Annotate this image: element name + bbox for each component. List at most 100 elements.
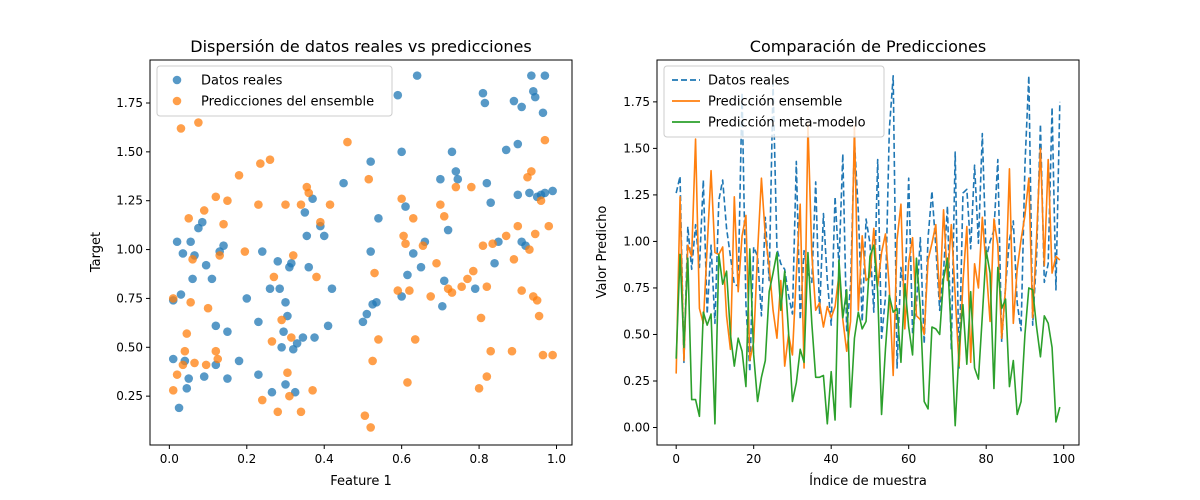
scatter-point xyxy=(447,288,457,297)
scatter-point xyxy=(536,196,546,206)
scatter-point xyxy=(374,335,383,344)
scatter-point xyxy=(296,200,306,209)
scatter-point xyxy=(416,262,426,272)
scatter-point xyxy=(534,311,544,321)
scatter-point xyxy=(254,370,263,379)
scatter-point xyxy=(223,196,232,206)
scatter-point xyxy=(468,266,478,276)
scatter-point xyxy=(401,239,410,249)
legend: Datos reales Predicciones del ensemble xyxy=(156,65,393,117)
scatter-point xyxy=(457,282,466,292)
y-tick-label: 1.25 xyxy=(623,188,650,202)
scatter-point xyxy=(203,303,213,313)
scatter-point xyxy=(219,219,228,229)
scatter-point xyxy=(168,385,178,395)
scatter-point xyxy=(199,372,209,381)
scatter-point xyxy=(399,231,408,241)
scatter-point xyxy=(426,292,435,301)
scatter-point xyxy=(525,245,534,254)
scatter-point xyxy=(234,356,244,366)
scatter-point xyxy=(310,333,319,342)
scatter-point xyxy=(240,247,250,256)
x-tick-label: 80 xyxy=(979,452,994,466)
scatter-point xyxy=(273,256,283,266)
scatter-point xyxy=(405,286,414,295)
legend-label: Predicción ensemble xyxy=(708,95,842,110)
scatter-point xyxy=(548,186,557,196)
scatter-point xyxy=(476,313,486,323)
scatter-point xyxy=(478,241,488,250)
y-tick-label: 0.50 xyxy=(623,327,650,341)
chart-title: Dispersión de datos reales vs prediccion… xyxy=(190,37,531,56)
scatter-point xyxy=(176,290,186,299)
scatter-point xyxy=(182,384,192,393)
legend-item-predicciones-del-ensemble: Predicciones del ensemble xyxy=(172,95,374,110)
scatter-point xyxy=(482,372,492,381)
prediccion-meta-modelo-line xyxy=(675,244,1061,427)
scatter-point xyxy=(273,407,283,417)
y-tick-label: 1.75 xyxy=(623,95,650,109)
scatter-point xyxy=(410,335,420,344)
legend-label: Predicciones del ensemble xyxy=(201,95,374,110)
scatter-point xyxy=(397,147,406,157)
scatter-point xyxy=(188,274,197,284)
scatter-point xyxy=(343,137,352,147)
scatter-point xyxy=(507,346,517,356)
y-tick-label: 0.25 xyxy=(623,374,650,388)
scatter-point xyxy=(316,217,325,227)
scatter-point xyxy=(275,284,284,293)
scatter-point xyxy=(451,182,461,192)
y-tick-label: 1.50 xyxy=(116,145,143,159)
y-axis-ticks: 0.25 0.50 0.75 1.00 1.25 1.50 1.75 xyxy=(116,96,150,403)
y-axis-ticks: 0.00 0.25 0.50 0.75 1.00 1.25 1.50 1.75 xyxy=(623,95,657,435)
scatter-point xyxy=(256,159,265,168)
scatter-point xyxy=(287,258,296,268)
scatter-point xyxy=(436,174,445,184)
scatter-point xyxy=(242,294,252,303)
y-tick-label: 0.75 xyxy=(623,281,650,295)
scatter-point xyxy=(397,194,406,204)
scatter-point xyxy=(267,337,277,346)
scatter-point xyxy=(418,241,428,250)
scatter-point xyxy=(372,298,381,307)
scatter-point xyxy=(184,374,194,383)
chart-title: Comparación de Predicciones xyxy=(750,37,986,56)
scatter-point xyxy=(393,286,403,295)
scatter-point xyxy=(439,276,449,286)
scatter-point xyxy=(513,190,523,200)
scatter-point xyxy=(211,346,221,356)
y-tick-label: 1.50 xyxy=(623,141,650,155)
scatter-point xyxy=(296,407,306,417)
x-tick-label: 0.2 xyxy=(237,452,256,466)
scatter-point xyxy=(174,403,184,413)
scatter-point xyxy=(188,255,197,264)
scatter-point xyxy=(283,368,292,377)
scatter-point xyxy=(490,258,499,268)
scatter-point xyxy=(199,206,209,215)
scatter-point xyxy=(443,225,453,235)
scatter-point xyxy=(374,213,383,223)
legend-item-prediccion-meta-modelo: Predicción meta-modelo xyxy=(672,116,866,131)
scatter-point xyxy=(548,350,557,360)
scatter-point xyxy=(298,333,308,342)
scatter-point xyxy=(287,333,296,342)
scatter-point xyxy=(269,272,279,282)
y-axis-label: Valor Predicho xyxy=(595,206,610,299)
line-series-layer xyxy=(675,75,1061,427)
x-tick-label: 0.4 xyxy=(315,452,334,466)
legend-marker xyxy=(172,96,182,106)
x-axis-ticks: 0 20 40 60 80 100 xyxy=(672,445,1075,466)
legend-label: Datos reales xyxy=(201,74,283,89)
scatter-point xyxy=(364,174,374,184)
y-axis-label: Target xyxy=(89,232,104,273)
scatter-point xyxy=(234,171,244,180)
y-tick-label: 1.25 xyxy=(116,194,143,208)
x-tick-label: 60 xyxy=(901,452,916,466)
scatter-point xyxy=(184,213,194,223)
scatter-point xyxy=(281,200,290,209)
x-tick-label: 100 xyxy=(1052,452,1075,466)
scatter-point xyxy=(325,200,335,209)
scatter-point xyxy=(538,108,548,118)
scatter-point xyxy=(370,268,379,278)
